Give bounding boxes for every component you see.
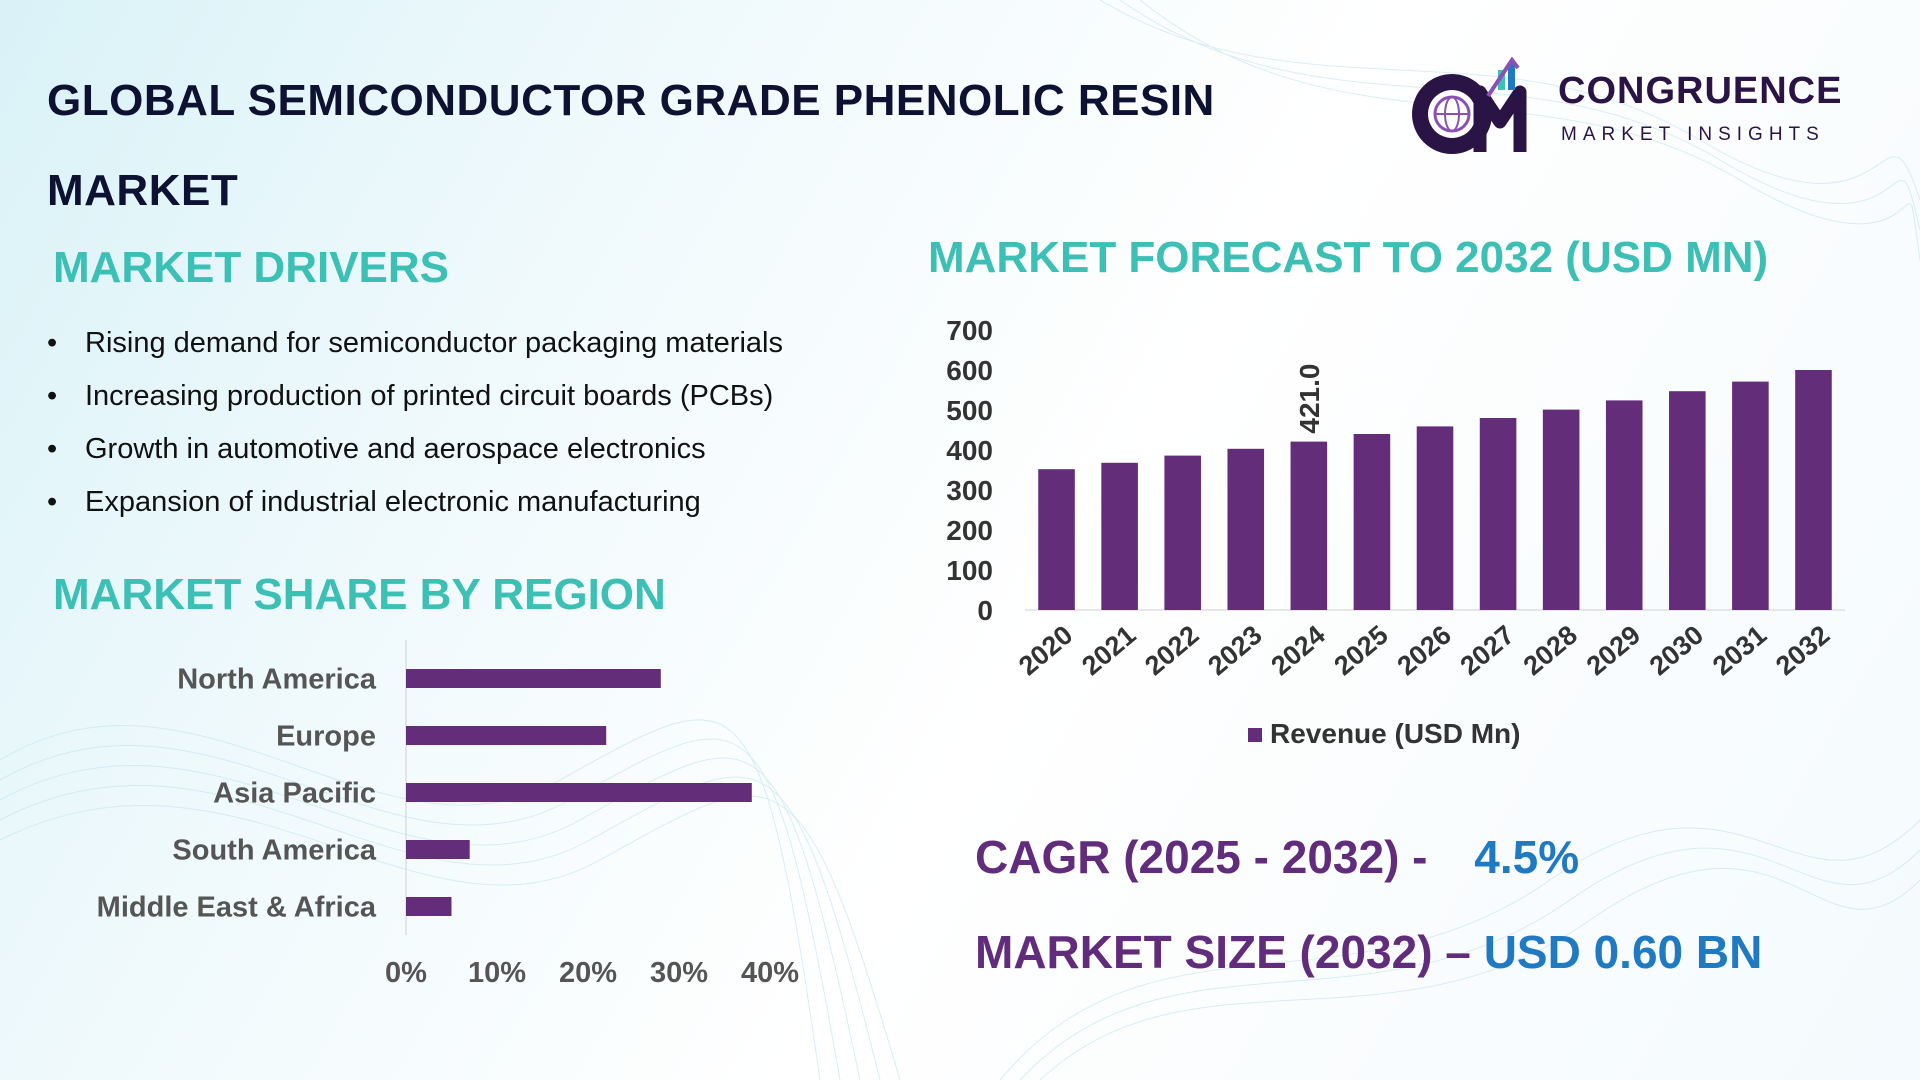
legend-swatch — [1248, 728, 1262, 742]
region-bar — [406, 840, 470, 859]
x-tick-label: 2021 — [1076, 620, 1141, 682]
globe-cm-monogram-icon — [1412, 56, 1527, 154]
region-bar — [406, 897, 452, 916]
market-size-stat: MARKET SIZE (2032) – USD 0.60 BN — [975, 925, 1762, 979]
x-tick-label: 0% — [385, 957, 427, 989]
region-label: Europe — [276, 721, 376, 753]
x-tick-label: 2025 — [1328, 620, 1393, 682]
y-tick-label: 0 — [977, 595, 993, 626]
x-tick-label: 30% — [650, 957, 708, 989]
x-tick-label: 2030 — [1644, 620, 1709, 682]
y-tick-label: 200 — [946, 515, 993, 546]
market-size-value: USD 0.60 BN — [1483, 926, 1763, 978]
driver-item: • Increasing production of printed circui… — [47, 380, 774, 412]
x-tick-label: 2027 — [1455, 620, 1520, 682]
x-tick-label: 2022 — [1139, 620, 1204, 682]
forecast-bar-2022 — [1164, 455, 1201, 610]
driver-item: • Expansion of industrial electronic manu… — [47, 486, 701, 518]
x-tick-label: 40% — [741, 957, 799, 989]
region-heading: MARKET SHARE BY REGION — [53, 570, 666, 619]
cagr-stat: CAGR (2025 - 2032) - 4.5% — [975, 830, 1579, 884]
y-tick-label: 600 — [946, 355, 993, 386]
region-bar — [406, 669, 661, 688]
y-tick-label: 500 — [946, 395, 993, 426]
x-tick-label: 10% — [468, 957, 526, 989]
driver-item: • Rising demand for semiconductor packagi… — [47, 327, 783, 359]
market-size-label: MARKET SIZE (2032) – — [975, 926, 1471, 978]
cagr-label: CAGR (2025 - 2032) - — [975, 831, 1428, 883]
data-label: 421.0 — [1294, 364, 1325, 434]
forecast-bar-2029 — [1605, 400, 1643, 610]
drivers-list: • Rising demand for semiconductor packagi… — [47, 317, 783, 529]
x-tick-label: 2031 — [1707, 620, 1772, 682]
brand-logo: CONGRUENCE MARKET INSIGHTS — [1400, 52, 1880, 162]
forecast-bar-2026 — [1416, 426, 1454, 610]
x-tick-label: 2023 — [1202, 620, 1267, 682]
legend-label: Revenue (USD Mn) — [1270, 718, 1520, 749]
forecast-bar-2030 — [1669, 391, 1706, 610]
forecast-bar-2027 — [1479, 418, 1517, 610]
forecast-bar-2025 — [1353, 434, 1391, 610]
cagr-value: 4.5% — [1474, 831, 1580, 883]
region-label: Asia Pacific — [213, 778, 376, 810]
x-tick-label: 20% — [559, 957, 617, 989]
page-title-line2: MARKET — [47, 166, 239, 215]
forecast-bar-2032 — [1795, 370, 1832, 610]
page-title-line1: GLOBAL SEMICONDUCTOR GRADE PHENOLIC RESI… — [47, 76, 1215, 125]
chart-legend: Revenue (USD Mn) — [1248, 718, 1520, 749]
forecast-bar-2021 — [1101, 462, 1138, 610]
x-tick-label: 2026 — [1392, 620, 1457, 682]
forecast-bar-2031 — [1732, 381, 1769, 610]
x-tick-label: 2024 — [1265, 620, 1330, 682]
y-tick-label: 400 — [946, 435, 993, 466]
region-label: North America — [177, 664, 377, 696]
region-bar — [406, 783, 752, 802]
forecast-heading: MARKET FORECAST TO 2032 (USD MN) — [928, 233, 1769, 282]
brand-tagline: MARKET INSIGHTS — [1561, 124, 1825, 145]
region-label: South America — [172, 835, 376, 867]
x-tick-label: 2032 — [1770, 620, 1835, 682]
forecast-bar-2028 — [1542, 409, 1580, 610]
x-tick-label: 2028 — [1518, 620, 1583, 682]
drivers-heading: MARKET DRIVERS — [53, 243, 450, 292]
page-title: GLOBAL SEMICONDUCTOR GRADE PHENOLIC RESI… — [47, 56, 1387, 236]
region-bar-chart: North America Europe Asia Pacific South Ame… — [97, 640, 799, 989]
x-tick-label: 2029 — [1581, 620, 1646, 682]
forecast-bar-2024 — [1290, 441, 1328, 610]
brand-name: CONGRUENCE — [1558, 70, 1843, 112]
y-tick-label: 700 — [946, 315, 993, 346]
forecast-bar-2023 — [1227, 448, 1265, 610]
forecast-bar-chart: 0100200300400500600700202020212022202320… — [946, 315, 1845, 749]
region-bar — [406, 726, 607, 745]
y-tick-label: 100 — [946, 555, 993, 586]
y-tick-label: 300 — [946, 475, 993, 506]
x-tick-label: 2020 — [1013, 620, 1078, 682]
forecast-bar-2020 — [1038, 469, 1075, 610]
region-label: Middle East & Africa — [97, 892, 377, 924]
driver-item: • Growth in automotive and aerospace elec… — [47, 433, 706, 465]
